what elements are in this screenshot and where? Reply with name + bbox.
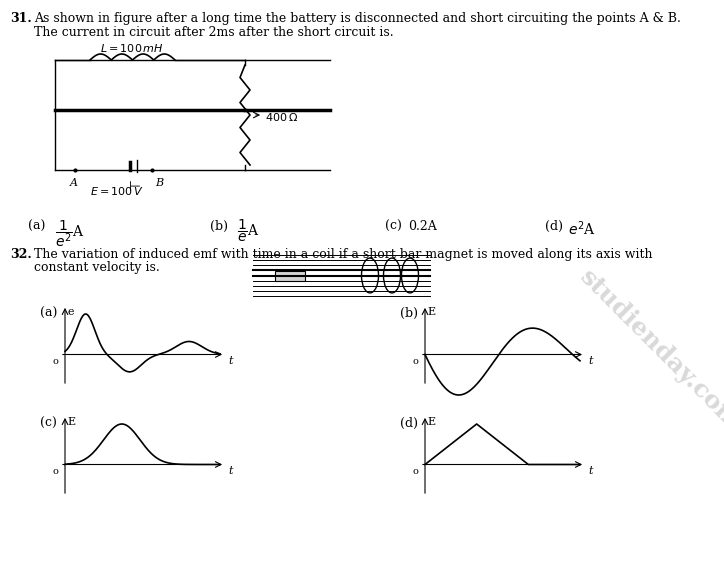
Text: (c): (c) xyxy=(385,220,402,233)
Text: The current in circuit after 2ms after the short circuit is.: The current in circuit after 2ms after t… xyxy=(34,26,394,39)
Text: o: o xyxy=(412,467,418,476)
Text: As shown in figure after a long time the battery is disconnected and short circu: As shown in figure after a long time the… xyxy=(34,12,681,25)
Text: 0.2A: 0.2A xyxy=(408,220,437,233)
Text: 31.: 31. xyxy=(10,12,32,25)
Text: constant velocity is.: constant velocity is. xyxy=(34,261,160,274)
Text: o: o xyxy=(52,467,58,476)
Text: (b): (b) xyxy=(210,220,228,233)
Text: t: t xyxy=(228,356,232,367)
Text: t: t xyxy=(228,467,232,476)
Text: B: B xyxy=(155,178,163,188)
Text: (a): (a) xyxy=(40,307,57,320)
Text: $\vdash$: $\vdash$ xyxy=(126,180,142,194)
Text: (b): (b) xyxy=(400,307,418,320)
Bar xyxy=(275,270,305,281)
Text: studienday.com: studienday.com xyxy=(575,265,724,435)
Text: (d): (d) xyxy=(400,417,418,430)
Text: t: t xyxy=(588,467,592,476)
Text: The variation of induced emf with time in a coil if a short bar magnet is moved : The variation of induced emf with time i… xyxy=(34,248,652,261)
Text: E: E xyxy=(67,417,75,427)
Text: 32.: 32. xyxy=(10,248,32,261)
Text: A: A xyxy=(70,178,78,188)
Text: o: o xyxy=(52,358,58,367)
Text: $L = 100\,mH$: $L = 100\,mH$ xyxy=(100,42,164,54)
Text: o: o xyxy=(412,358,418,367)
Text: $e^2$A: $e^2$A xyxy=(568,219,596,238)
Text: E: E xyxy=(427,307,435,317)
Text: (d): (d) xyxy=(545,220,563,233)
Text: (c): (c) xyxy=(40,417,57,430)
Text: $\dfrac{1}{e^2}$A: $\dfrac{1}{e^2}$A xyxy=(55,218,85,249)
Text: $400\,\Omega$: $400\,\Omega$ xyxy=(265,111,298,123)
Text: (a): (a) xyxy=(28,220,46,233)
Text: e: e xyxy=(67,307,74,317)
Text: $E = 100\,V$: $E = 100\,V$ xyxy=(90,185,144,197)
Text: t: t xyxy=(588,356,592,367)
Text: $\dfrac{1}{e}$A: $\dfrac{1}{e}$A xyxy=(237,218,260,245)
Text: E: E xyxy=(427,417,435,427)
